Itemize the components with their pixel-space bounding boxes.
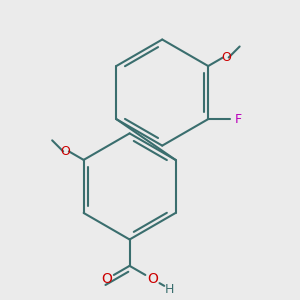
Text: O: O [221,51,231,64]
Text: O: O [101,272,112,286]
Text: H: H [165,283,175,296]
Text: O: O [147,272,158,286]
Text: O: O [61,145,70,158]
Text: F: F [235,112,242,126]
